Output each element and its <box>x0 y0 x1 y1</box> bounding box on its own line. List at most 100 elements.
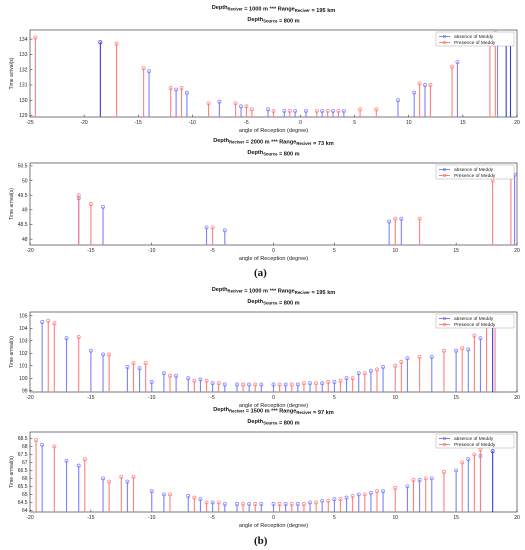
stem-marker <box>295 502 300 506</box>
stem-marker <box>304 108 308 113</box>
stem-marker <box>179 86 184 90</box>
stem-marker <box>356 371 361 376</box>
stem-marker <box>331 108 335 113</box>
legend-swatch-marker <box>442 40 447 45</box>
x-tick-label: 0 <box>272 395 275 401</box>
y-tick-label: 67 <box>22 460 28 466</box>
stem-marker <box>34 438 39 442</box>
x-tick-label: -15 <box>87 515 94 521</box>
stem-marker <box>325 108 330 113</box>
stem-marker <box>417 81 422 86</box>
series-presence <box>33 31 498 117</box>
x-tick-label: -15 <box>87 395 94 401</box>
stem-marker <box>374 107 379 112</box>
stem-marker <box>204 378 209 383</box>
y-tick-label: 48.5 <box>18 222 28 228</box>
stem-marker <box>131 474 136 479</box>
stem-marker <box>338 378 343 383</box>
legend-swatch-marker <box>442 436 447 441</box>
stem-marker <box>320 381 325 386</box>
y-tick-label: 99 <box>22 388 28 394</box>
legend-swatch-marker <box>442 316 447 321</box>
stem-marker <box>472 333 477 338</box>
y-tick-label: 103 <box>19 338 28 344</box>
x-tick-label: 10 <box>406 120 412 126</box>
x-axis-label: angle of Reception (degree) <box>239 128 308 134</box>
legend-box <box>435 433 515 449</box>
x-tick-label: -5 <box>244 120 249 126</box>
stem-marker <box>289 502 294 506</box>
stem-marker <box>216 381 221 386</box>
stem-marker <box>338 497 343 502</box>
x-tick-label: 5 <box>333 395 336 401</box>
series-presence <box>46 313 498 392</box>
y-tick-label: 50 <box>22 178 28 184</box>
x-tick-label: 5 <box>333 515 336 521</box>
stem-marker <box>336 108 341 113</box>
stem-marker <box>46 318 51 323</box>
stem-marker <box>314 108 319 113</box>
y-tick-label: 102 <box>19 351 28 357</box>
stem-marker <box>147 69 151 74</box>
chart-title-line: DepthReciver = 1500 m *** RangeReciver =… <box>213 407 334 416</box>
stem-marker <box>332 380 337 384</box>
y-tick-label: 65.5 <box>18 484 28 490</box>
stem-marker <box>362 371 367 376</box>
stem-marker <box>141 66 146 71</box>
chart-2: DepthReciver = 2000 m *** RangeReciver =… <box>9 138 520 262</box>
x-tick-label: -20 <box>80 120 87 126</box>
y-tick-label: 66 <box>22 476 28 482</box>
x-tick-label: 15 <box>453 515 459 521</box>
legend-swatch-marker <box>442 322 447 327</box>
x-tick-label: 20 <box>514 395 520 401</box>
stem-marker <box>287 108 292 113</box>
stem-marker <box>283 502 288 506</box>
y-tick-label: 132 <box>19 67 28 73</box>
stem-marker <box>350 494 355 498</box>
stem-marker <box>114 41 119 46</box>
x-tick-label: -5 <box>210 248 215 254</box>
stem-marker <box>192 495 197 500</box>
y-tick-label: 131 <box>19 83 28 89</box>
chart-title-line: DepthSource = 800 m <box>247 299 299 307</box>
x-tick-label: -5 <box>210 395 215 401</box>
stem-marker <box>186 494 191 498</box>
stem-marker <box>131 361 136 366</box>
stem-marker <box>350 376 355 381</box>
stem-marker <box>423 82 427 87</box>
y-axis-label: Time arrival(s) <box>9 57 15 89</box>
stem-marker <box>277 382 282 387</box>
stem-marker <box>52 321 57 326</box>
stem-marker <box>198 497 203 502</box>
stem-marker <box>295 382 300 387</box>
stem-marker <box>396 98 400 103</box>
stem-marker <box>412 90 417 95</box>
stem-marker <box>271 108 276 113</box>
y-tick-label: 100 <box>19 376 28 382</box>
y-tick-label: 66.5 <box>18 468 28 474</box>
stem-marker <box>241 382 246 387</box>
stem-marker <box>76 463 81 468</box>
stem-marker <box>429 476 434 481</box>
stem-marker <box>429 355 434 359</box>
stem-marker <box>125 479 130 484</box>
stem-marker <box>478 336 483 341</box>
stem-marker <box>210 500 215 505</box>
stem-marker <box>320 498 325 503</box>
stem-marker <box>393 216 398 221</box>
legend-swatch-marker <box>442 442 447 447</box>
stem-marker <box>88 348 93 353</box>
x-tick-label: 0 <box>299 120 302 126</box>
stem-marker <box>184 90 189 95</box>
stem-marker <box>341 108 346 113</box>
stem-marker <box>358 107 363 112</box>
legend-label: Presence of Meddy <box>454 40 496 46</box>
stem-marker <box>235 502 239 506</box>
series-absence <box>98 34 513 117</box>
chart-title-line: DepthSource = 800 m <box>247 150 299 158</box>
x-tick-label: -20 <box>26 515 33 521</box>
stem-marker <box>217 99 222 104</box>
